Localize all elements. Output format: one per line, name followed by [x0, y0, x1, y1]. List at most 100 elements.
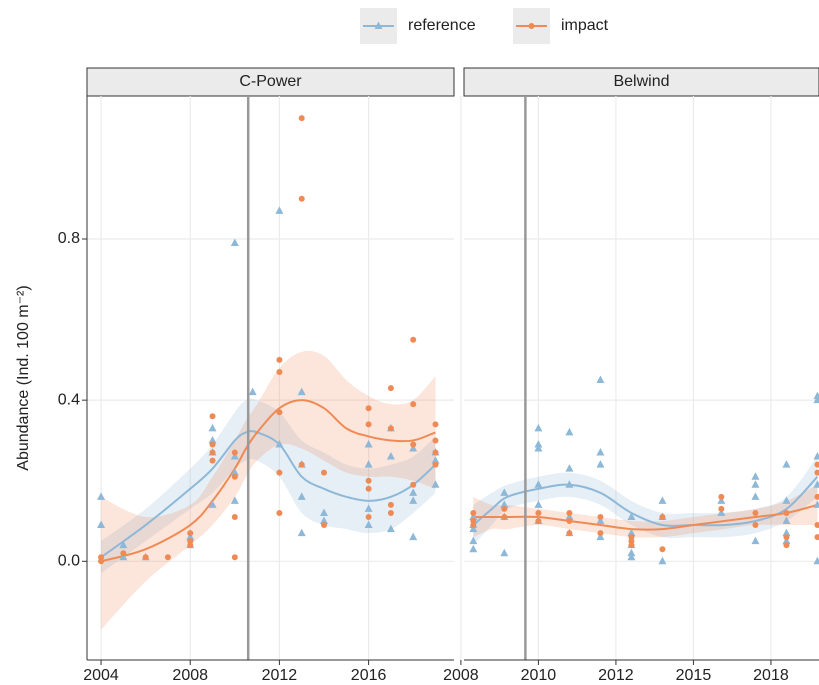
- point: [432, 449, 439, 456]
- point: [534, 423, 543, 432]
- x-tick-label: 2015: [676, 667, 712, 684]
- point: [142, 554, 149, 561]
- point: [500, 500, 509, 508]
- point: [231, 513, 238, 520]
- point: [566, 509, 573, 516]
- point: [364, 504, 373, 512]
- point: [365, 513, 372, 520]
- point: [409, 496, 418, 504]
- strip: [86, 67, 455, 97]
- point: [230, 496, 239, 504]
- point: [387, 385, 394, 392]
- x-tick-label: 2004: [83, 667, 119, 684]
- point: [814, 522, 819, 529]
- point: [500, 488, 509, 496]
- point: [565, 427, 574, 436]
- point: [386, 452, 395, 460]
- point: [596, 448, 605, 456]
- point: [752, 522, 759, 529]
- x-tick-label: 2012: [262, 667, 298, 684]
- point: [782, 528, 791, 537]
- point: [813, 395, 819, 404]
- legend-marker: [374, 21, 383, 29]
- legend-label: impact: [561, 17, 609, 34]
- point: [566, 518, 573, 525]
- point: [431, 456, 440, 464]
- point: [535, 509, 542, 516]
- point: [751, 480, 760, 488]
- point: [387, 509, 394, 516]
- point: [231, 554, 238, 561]
- point: [782, 460, 791, 468]
- point: [718, 493, 725, 500]
- point: [628, 542, 635, 549]
- point: [387, 425, 394, 432]
- point: [597, 513, 604, 520]
- x-tick-label: 2012: [598, 667, 634, 684]
- point: [230, 452, 239, 460]
- point: [409, 444, 418, 452]
- point: [431, 480, 440, 488]
- point: [751, 492, 760, 500]
- point: [534, 439, 543, 448]
- point: [782, 516, 791, 525]
- smooth-line: [100, 399, 436, 563]
- point: [469, 544, 478, 553]
- point: [187, 530, 194, 537]
- point: [751, 472, 760, 480]
- point: [120, 550, 127, 557]
- point: [410, 401, 417, 408]
- point: [364, 439, 373, 448]
- point: [813, 556, 819, 565]
- point: [297, 492, 306, 500]
- y-axis-label: Abundance (Ind. 100 m⁻²): [15, 285, 32, 470]
- point: [627, 528, 636, 537]
- x-tick-label: 2016: [351, 667, 387, 684]
- point: [409, 532, 418, 541]
- point: [230, 238, 239, 247]
- point: [783, 534, 790, 541]
- facet-title: Belwind: [613, 73, 669, 90]
- y-tick-label: 0.0: [58, 553, 80, 570]
- point: [718, 505, 725, 512]
- point: [320, 508, 329, 516]
- point: [596, 516, 605, 525]
- legend-marker: [528, 23, 535, 29]
- point: [470, 509, 477, 516]
- point: [814, 493, 819, 500]
- point: [164, 554, 171, 561]
- point: [627, 552, 636, 561]
- confidence-band: [473, 456, 818, 546]
- point: [469, 512, 478, 520]
- point: [596, 460, 605, 468]
- point: [276, 509, 283, 516]
- point: [187, 542, 194, 549]
- point: [298, 195, 305, 202]
- point: [814, 469, 819, 476]
- point: [717, 496, 726, 504]
- point: [410, 441, 417, 448]
- point: [208, 500, 217, 508]
- point: [751, 536, 760, 545]
- point: [276, 368, 283, 375]
- point: [208, 423, 217, 432]
- point: [230, 468, 239, 476]
- point: [387, 501, 394, 508]
- legend-label: reference: [408, 17, 476, 34]
- point: [208, 435, 217, 444]
- point: [209, 413, 216, 420]
- point: [534, 480, 543, 488]
- point: [501, 513, 508, 520]
- point: [627, 548, 636, 557]
- point: [365, 477, 372, 484]
- point: [814, 461, 819, 468]
- point: [432, 461, 439, 468]
- confidence-band: [101, 350, 436, 630]
- point: [275, 206, 284, 214]
- point: [534, 500, 543, 508]
- point: [469, 536, 478, 545]
- strip: [463, 67, 819, 97]
- point: [119, 552, 128, 561]
- point: [627, 512, 636, 520]
